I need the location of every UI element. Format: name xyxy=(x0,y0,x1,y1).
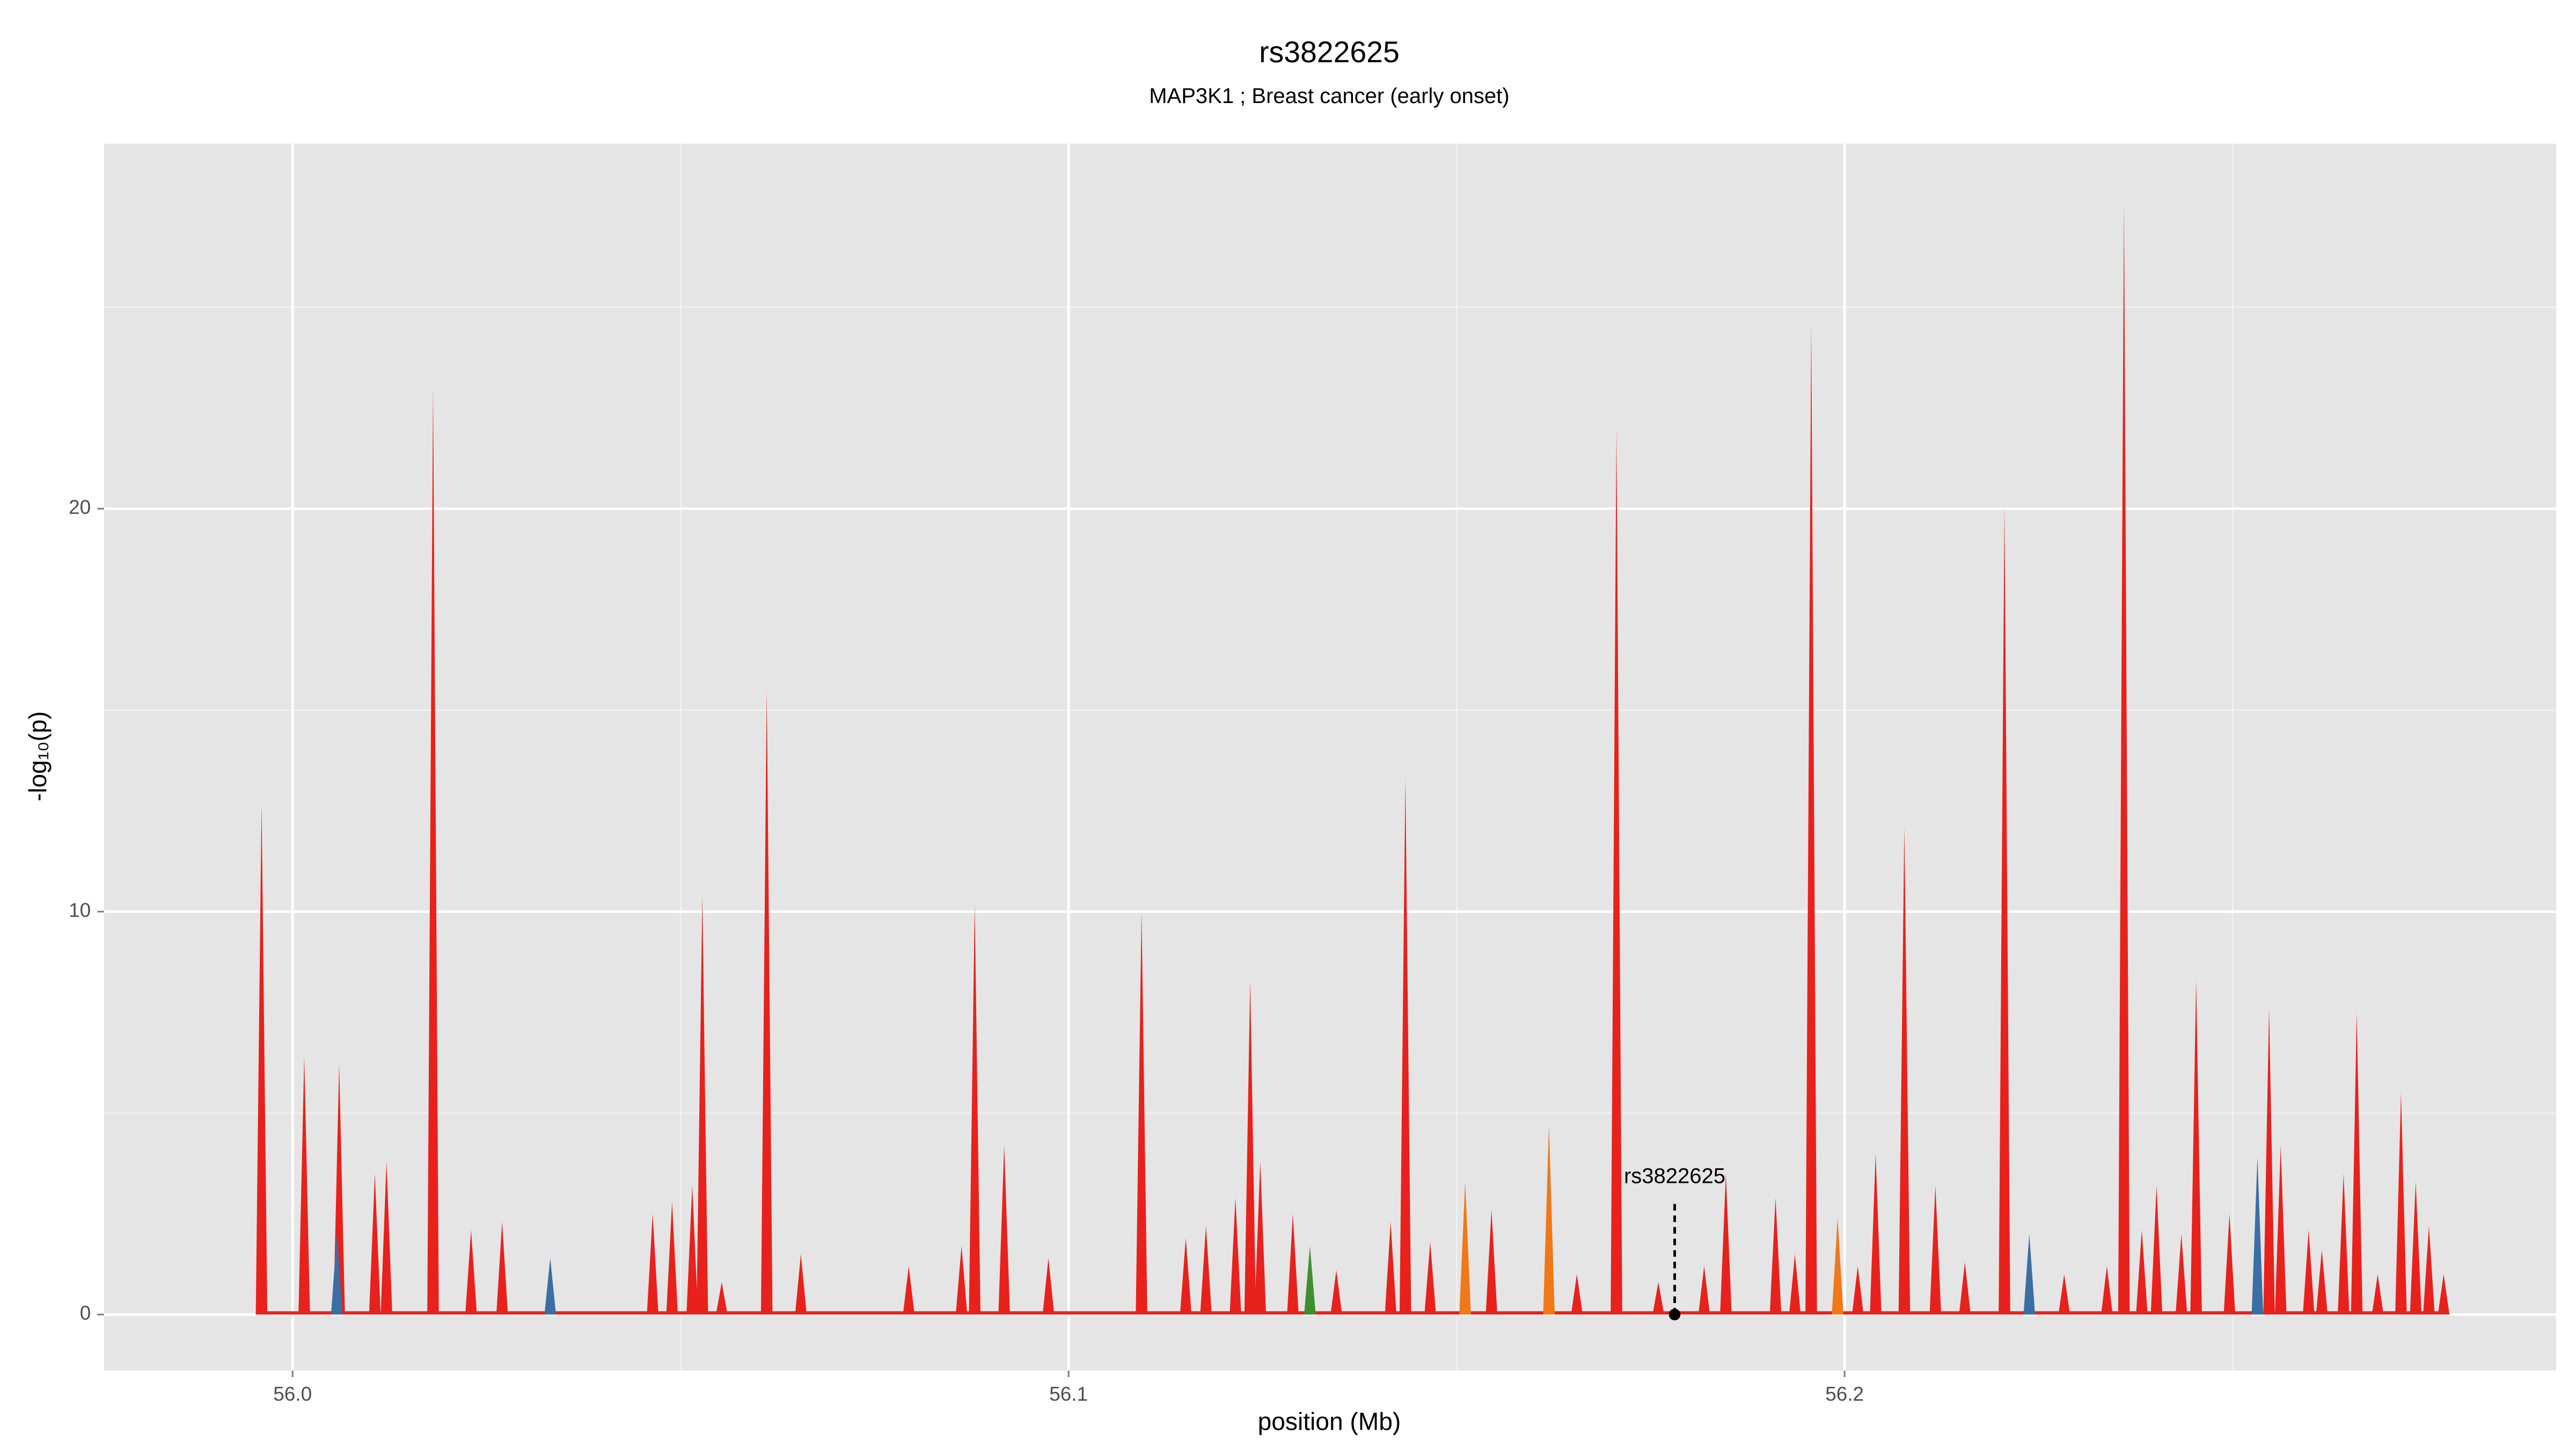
spike xyxy=(1459,1181,1471,1315)
spike xyxy=(544,1258,557,1315)
spike xyxy=(696,895,708,1315)
marks xyxy=(255,202,2450,1315)
spike xyxy=(2338,1173,2350,1315)
x-tick-label: 56.1 xyxy=(1049,1383,1088,1405)
spike xyxy=(1959,1262,1971,1315)
spike xyxy=(1870,1153,1882,1315)
spike xyxy=(795,1254,807,1315)
spike xyxy=(2395,1093,2407,1315)
spike xyxy=(1652,1282,1664,1315)
spike xyxy=(903,1266,915,1315)
y-tick-label: 0 xyxy=(80,1302,91,1324)
spike xyxy=(1611,428,1622,1315)
spike xyxy=(2438,1274,2450,1315)
spike xyxy=(1769,1197,1782,1315)
spike xyxy=(2410,1181,2422,1315)
spike xyxy=(1136,911,1147,1315)
spike xyxy=(1898,827,1911,1315)
y-tick-label: 20 xyxy=(69,496,91,518)
spike xyxy=(369,1173,381,1315)
spike xyxy=(1929,1185,1942,1315)
spike xyxy=(1385,1221,1397,1315)
spike xyxy=(1042,1258,1055,1315)
spike xyxy=(2251,1157,2264,1315)
spike xyxy=(2136,1230,2148,1315)
spike xyxy=(427,387,439,1315)
spike xyxy=(298,1056,310,1315)
spike xyxy=(1230,1197,1241,1315)
spike xyxy=(496,1221,508,1315)
spike xyxy=(1200,1226,1212,1315)
spike xyxy=(686,1185,698,1315)
annotation-point xyxy=(1668,1308,1681,1321)
spike xyxy=(2175,1234,2187,1315)
y-tick-label: 10 xyxy=(69,899,91,921)
spike xyxy=(2023,1234,2036,1315)
spike xyxy=(465,1230,477,1315)
spike xyxy=(2351,1012,2363,1315)
spike xyxy=(1485,1210,1497,1315)
spike xyxy=(666,1202,678,1315)
spike xyxy=(1851,1266,1864,1315)
annotation-label: rs3822625 xyxy=(1624,1165,1725,1188)
spike xyxy=(1180,1238,1192,1315)
spike xyxy=(255,802,268,1315)
spike xyxy=(2423,1226,2435,1315)
spike xyxy=(716,1282,728,1315)
spike xyxy=(2118,202,2130,1315)
chart-subtitle: MAP3K1 ; Breast cancer (early onset) xyxy=(1149,84,1509,108)
spike xyxy=(969,903,980,1315)
spike xyxy=(1720,1173,1732,1315)
chart-title: rs3822625 xyxy=(1259,35,1400,69)
plot-panel xyxy=(104,143,2557,1371)
spike xyxy=(1287,1213,1299,1315)
spike xyxy=(1543,1125,1555,1315)
spike xyxy=(2316,1250,2328,1315)
spike xyxy=(998,1145,1010,1315)
spike xyxy=(1789,1254,1801,1315)
spike xyxy=(2150,1185,2163,1315)
spike xyxy=(2303,1230,2315,1315)
x-axis-title: position (Mb) xyxy=(1258,1407,1401,1435)
spike xyxy=(1254,1161,1267,1315)
spike xyxy=(760,690,773,1315)
x-tick-label: 56.2 xyxy=(1825,1383,1864,1405)
spike xyxy=(2190,980,2202,1315)
spike xyxy=(1424,1242,1436,1315)
spike xyxy=(1244,980,1256,1315)
spike xyxy=(1399,778,1411,1315)
x-tick-label: 56.0 xyxy=(273,1383,312,1405)
y-axis-title: -log₁₀(p) xyxy=(24,711,52,801)
spike xyxy=(2372,1274,2384,1315)
spike xyxy=(1999,504,2010,1315)
baseline-band xyxy=(261,1311,2444,1315)
spike xyxy=(1304,1246,1316,1315)
spike xyxy=(1832,1218,1843,1315)
spike xyxy=(955,1246,968,1315)
spike xyxy=(1698,1266,1710,1315)
spike xyxy=(1330,1270,1342,1315)
spike xyxy=(1571,1274,1583,1315)
spike xyxy=(2263,1008,2275,1315)
spike xyxy=(380,1161,392,1315)
spike xyxy=(2223,1213,2236,1315)
spike xyxy=(2274,1145,2287,1315)
spike xyxy=(2058,1274,2070,1315)
spike xyxy=(647,1213,658,1315)
spike xyxy=(2101,1266,2113,1315)
spike xyxy=(331,1234,343,1315)
spike xyxy=(1805,323,1817,1315)
